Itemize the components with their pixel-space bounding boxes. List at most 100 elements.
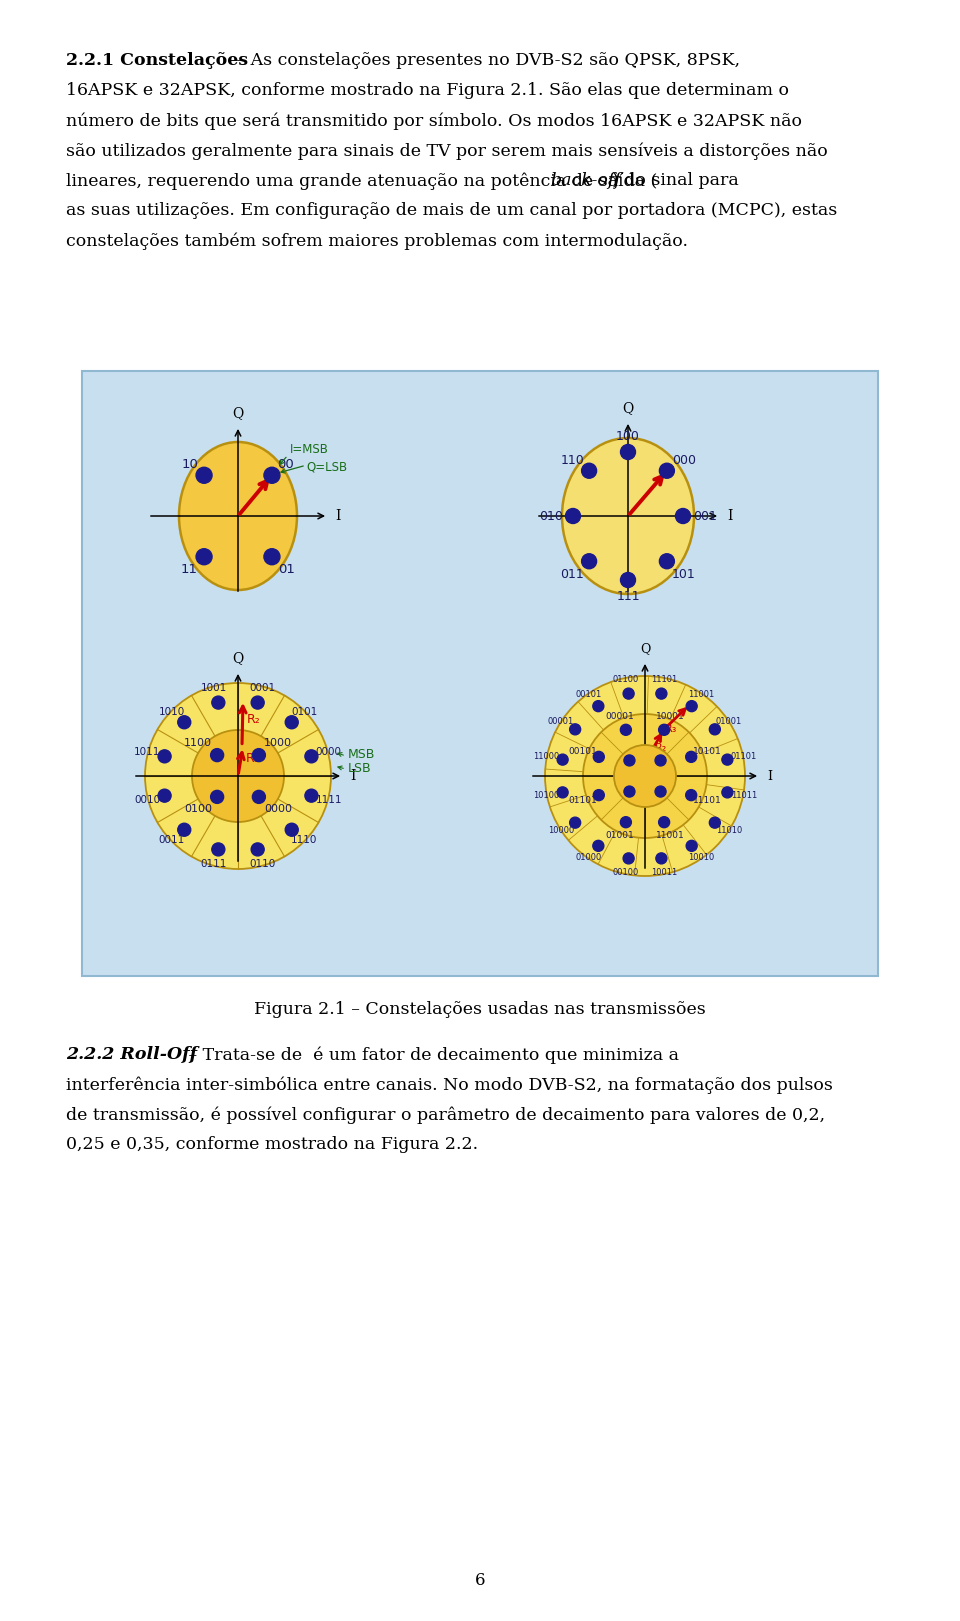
Text: 0000: 0000 — [264, 804, 292, 814]
Text: 1100: 1100 — [184, 738, 212, 749]
Circle shape — [655, 755, 666, 767]
Circle shape — [305, 751, 318, 763]
Circle shape — [593, 789, 604, 801]
Circle shape — [620, 444, 636, 459]
Text: R₁: R₁ — [651, 759, 663, 768]
Ellipse shape — [192, 729, 284, 822]
Circle shape — [158, 789, 171, 802]
Text: de transmissão, é possível configurar o parâmetro de decaimento para valores de : de transmissão, é possível configurar o … — [66, 1106, 826, 1123]
Text: 1110: 1110 — [291, 835, 318, 845]
Text: 2.2.2 Roll-Off: 2.2.2 Roll-Off — [66, 1046, 197, 1063]
Circle shape — [210, 749, 224, 762]
Ellipse shape — [583, 713, 707, 838]
Text: 00: 00 — [277, 457, 295, 470]
Circle shape — [660, 464, 674, 478]
Circle shape — [709, 725, 720, 734]
Circle shape — [659, 725, 670, 736]
Circle shape — [659, 817, 670, 828]
Circle shape — [158, 751, 171, 763]
Circle shape — [686, 840, 697, 851]
Circle shape — [569, 817, 581, 828]
Text: 0001: 0001 — [250, 682, 276, 694]
Text: 1000: 1000 — [264, 738, 292, 749]
Circle shape — [252, 791, 265, 804]
Text: 00001: 00001 — [605, 712, 634, 721]
Ellipse shape — [145, 682, 331, 869]
Circle shape — [285, 823, 299, 836]
Text: 1010: 1010 — [158, 707, 184, 716]
Circle shape — [685, 789, 697, 801]
Circle shape — [178, 716, 191, 729]
Circle shape — [178, 823, 191, 836]
Text: 01: 01 — [278, 562, 296, 575]
Text: 2.2.1 Constelações: 2.2.1 Constelações — [66, 52, 248, 70]
Text: Q: Q — [622, 400, 634, 415]
Text: I: I — [335, 509, 341, 524]
Circle shape — [685, 752, 697, 762]
Text: Q: Q — [232, 652, 244, 665]
Text: 11101: 11101 — [692, 796, 721, 806]
Text: 100: 100 — [616, 431, 640, 444]
Text: I=MSB: I=MSB — [290, 443, 329, 456]
Text: – Trata-se de  é um fator de decaimento que minimiza a: – Trata-se de é um fator de decaimento q… — [183, 1046, 679, 1063]
Text: 11011: 11011 — [731, 791, 757, 799]
Circle shape — [196, 467, 212, 483]
Circle shape — [686, 700, 697, 712]
Ellipse shape — [562, 438, 694, 593]
Text: 00101: 00101 — [568, 747, 597, 755]
Circle shape — [593, 840, 604, 851]
Text: interferência inter-simbólica entre canais. No modo DVB-S2, na formatação dos pu: interferência inter-simbólica entre cana… — [66, 1076, 833, 1094]
Circle shape — [620, 572, 636, 587]
Circle shape — [722, 754, 732, 765]
Text: 010: 010 — [540, 509, 563, 522]
Text: – As constelações presentes no DVB-S2 são QPSK, 8PSK,: – As constelações presentes no DVB-S2 sã… — [231, 52, 740, 70]
Circle shape — [709, 817, 720, 828]
Text: 0,25 e 0,35, conforme mostrado na Figura 2.2.: 0,25 e 0,35, conforme mostrado na Figura… — [66, 1136, 478, 1153]
Text: Q=LSB: Q=LSB — [306, 460, 348, 473]
Ellipse shape — [545, 676, 745, 875]
Text: 01101: 01101 — [731, 752, 757, 762]
Text: 0010: 0010 — [134, 794, 160, 804]
Text: as suas utilizações. Em configuração de mais de um canal por portadora (MCPC), e: as suas utilizações. Em configuração de … — [66, 203, 837, 219]
Circle shape — [196, 550, 212, 564]
FancyBboxPatch shape — [82, 371, 878, 976]
Text: 011: 011 — [561, 567, 584, 580]
Text: R₂: R₂ — [247, 713, 261, 726]
Text: 10101: 10101 — [692, 747, 721, 755]
Text: 10010: 10010 — [688, 853, 714, 862]
Text: 11001: 11001 — [657, 830, 685, 840]
Text: 11101: 11101 — [652, 676, 678, 684]
Circle shape — [305, 789, 318, 802]
Text: 10001: 10001 — [657, 712, 685, 721]
Circle shape — [624, 786, 635, 798]
Circle shape — [656, 853, 667, 864]
Text: 1011: 1011 — [134, 747, 160, 757]
Text: 101: 101 — [672, 567, 696, 580]
Circle shape — [623, 687, 635, 699]
Text: R₃: R₃ — [665, 725, 678, 734]
Circle shape — [557, 786, 568, 798]
Circle shape — [593, 752, 604, 762]
Circle shape — [620, 725, 632, 736]
Circle shape — [656, 687, 667, 699]
Text: 16APSK e 32APSK, conforme mostrado na Figura 2.1. São elas que determinam o: 16APSK e 32APSK, conforme mostrado na Fi… — [66, 83, 789, 99]
Text: 10000: 10000 — [548, 827, 574, 835]
Circle shape — [252, 749, 265, 762]
Circle shape — [660, 554, 674, 569]
Circle shape — [264, 550, 280, 564]
Text: 01000: 01000 — [576, 853, 602, 862]
Text: 0101: 0101 — [291, 707, 318, 716]
Circle shape — [722, 786, 732, 798]
Text: I: I — [727, 509, 732, 524]
Circle shape — [620, 817, 632, 828]
Text: 0111: 0111 — [201, 859, 227, 869]
Circle shape — [264, 467, 280, 483]
Text: lineares, requerendo uma grande atenuação na potência de saída (: lineares, requerendo uma grande atenuaçã… — [66, 172, 658, 190]
Text: ) do sinal para: ) do sinal para — [612, 172, 739, 190]
Text: 0011: 0011 — [158, 835, 184, 845]
Text: 0100: 0100 — [184, 804, 212, 814]
Text: I: I — [767, 770, 772, 783]
Text: 1111: 1111 — [316, 794, 342, 804]
Circle shape — [569, 725, 581, 734]
Circle shape — [212, 843, 225, 856]
